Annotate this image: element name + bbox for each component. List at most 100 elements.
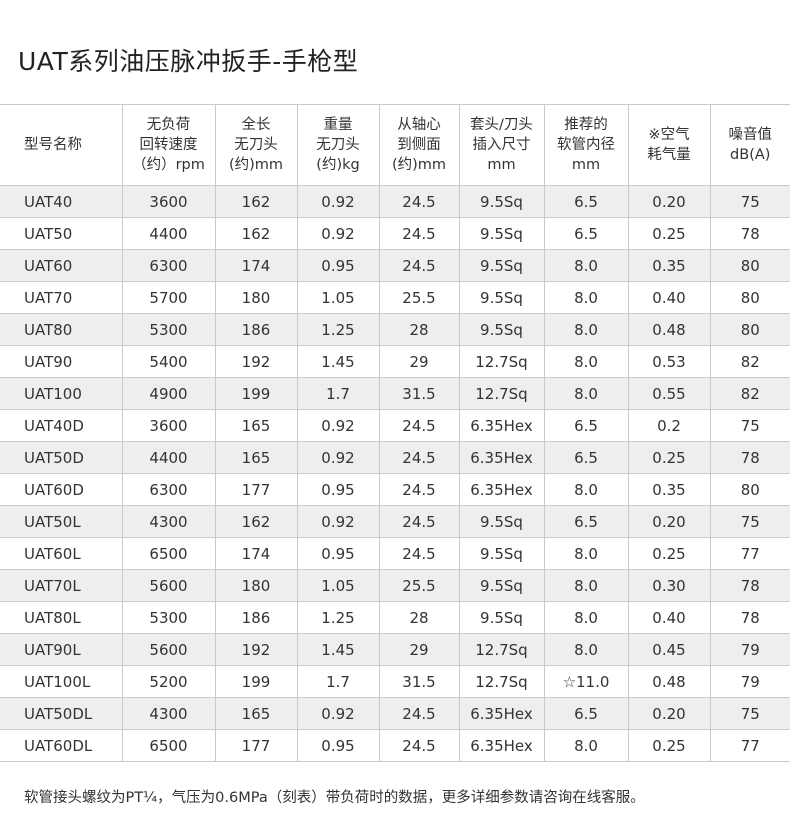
column-header-line: 回转速度 [139,137,198,153]
column-header: 噪音值 dB(A) [709,104,790,186]
table-cell: 24.5 [378,249,460,282]
table-cell: 0.95 [296,537,380,570]
table-cell: 24.5 [378,441,460,474]
table-cell: 0.25 [627,537,711,570]
table-cell: 4300 [121,505,216,538]
table-cell: 199 [214,377,298,410]
table-cell: 1.25 [296,313,380,346]
model-name-cell: UAT60L [0,537,123,570]
table-row: UAT50D 4400 165 0.92 24.5 6.35Hex 6.5 0.25 78 [0,441,790,474]
table-cell: 8.0 [543,601,629,634]
model-name-cell: UAT50L [0,505,123,538]
model-name-cell: UAT40D [0,409,123,442]
model-name-cell: UAT100 [0,377,123,410]
table-cell: 162 [214,217,298,250]
table-cell: 6.35Hex [458,729,545,762]
table-cell: 79 [709,633,790,666]
column-header: 全长 无刀头 (约)mm [214,104,298,186]
table-cell: 9.5Sq [458,601,545,634]
model-name-cell: UAT50DL [0,697,123,730]
table-cell: 80 [709,473,790,506]
table-cell: 4300 [121,697,216,730]
table-cell: 5600 [121,569,216,602]
model-name-cell: UAT60DL [0,729,123,762]
column-header-line: (约)mm [391,157,447,173]
table-cell: 8.0 [543,633,629,666]
column-header-line: 插入尺寸 [472,137,531,153]
model-name-cell: UAT80 [0,313,123,346]
table-cell: 8.0 [543,313,629,346]
table-cell: 6.5 [543,409,629,442]
table-cell: 80 [709,281,790,314]
table-cell: 8.0 [543,569,629,602]
table-cell: 6.5 [543,505,629,538]
table-cell: 177 [214,729,298,762]
model-name-cell: UAT60 [0,249,123,282]
table-row: UAT40 3600 162 0.92 24.5 9.5Sq 6.5 0.20 75 [0,185,790,218]
table-cell: 0.30 [627,569,711,602]
table-header: 型号名称 无负荷 回转速度 （约）rpm 全长 无刀头 (约)mm 重量 无刀头 (约)kg 从轴心… [0,104,790,186]
column-header-line: 无负荷 [146,117,191,133]
table-cell: 8.0 [543,729,629,762]
table-cell: 9.5Sq [458,217,545,250]
table-cell: 8.0 [543,281,629,314]
table-cell: 4900 [121,377,216,410]
table-cell: 0.40 [627,281,711,314]
table-cell: 0.92 [296,697,380,730]
table-cell: 1.05 [296,569,380,602]
table-cell: 8.0 [543,537,629,570]
table-cell: 0.45 [627,633,711,666]
table-cell: 0.20 [627,185,711,218]
column-header-line: mm [487,157,516,173]
table-cell: 177 [214,473,298,506]
table-cell: 162 [214,505,298,538]
table-cell: 75 [709,409,790,442]
table-cell: 186 [214,601,298,634]
table-cell: 180 [214,281,298,314]
table-cell: 77 [709,537,790,570]
table-cell: 80 [709,313,790,346]
table-cell: 1.7 [296,665,380,698]
table-cell: 31.5 [378,665,460,698]
table-cell: 82 [709,345,790,378]
table-cell: 24.5 [378,729,460,762]
table-cell: 180 [214,569,298,602]
table-row: UAT100L 5200 199 1.7 31.5 12.7Sq ☆11.0 0.48 79 [0,665,790,698]
table-cell: 5300 [121,601,216,634]
table-cell: 0.92 [296,217,380,250]
table-cell: 5600 [121,633,216,666]
table-cell: 174 [214,249,298,282]
table-cell: 0.92 [296,185,380,218]
table-row: UAT50DL 4300 165 0.92 24.5 6.35Hex 6.5 0.20 75 [0,697,790,730]
column-header: 无负荷 回转速度 （约）rpm [121,104,216,186]
table-cell: 0.25 [627,217,711,250]
column-header: 从轴心 到侧面 (约)mm [378,104,460,186]
table-cell: 8.0 [543,345,629,378]
column-header-line: 耗气量 [647,147,691,163]
table-row: UAT90 5400 192 1.45 29 12.7Sq 8.0 0.53 82 [0,345,790,378]
table-cell: 5700 [121,281,216,314]
table-cell: 186 [214,313,298,346]
table-cell: 25.5 [378,569,460,602]
column-header-line: (约)kg [316,157,360,173]
table-cell: 0.40 [627,601,711,634]
table-cell: 199 [214,665,298,698]
table-cell: 9.5Sq [458,281,545,314]
table-cell: 29 [378,633,460,666]
table-cell: 24.5 [378,697,460,730]
table-cell: 29 [378,345,460,378]
table-cell: 6.35Hex [458,441,545,474]
table-cell: 192 [214,633,298,666]
table-cell: 0.92 [296,409,380,442]
table-row: UAT100 4900 199 1.7 31.5 12.7Sq 8.0 0.55 82 [0,377,790,410]
table-cell: 0.25 [627,729,711,762]
table-cell: ☆11.0 [543,665,629,698]
table-row: UAT50L 4300 162 0.92 24.5 9.5Sq 6.5 0.20 75 [0,505,790,538]
table-cell: 0.48 [627,313,711,346]
table-cell: 78 [709,217,790,250]
table-cell: 82 [709,377,790,410]
table-cell: 78 [709,569,790,602]
table-cell: 31.5 [378,377,460,410]
table-row: UAT90L 5600 192 1.45 29 12.7Sq 8.0 0.45 79 [0,633,790,666]
table-cell: 75 [709,697,790,730]
